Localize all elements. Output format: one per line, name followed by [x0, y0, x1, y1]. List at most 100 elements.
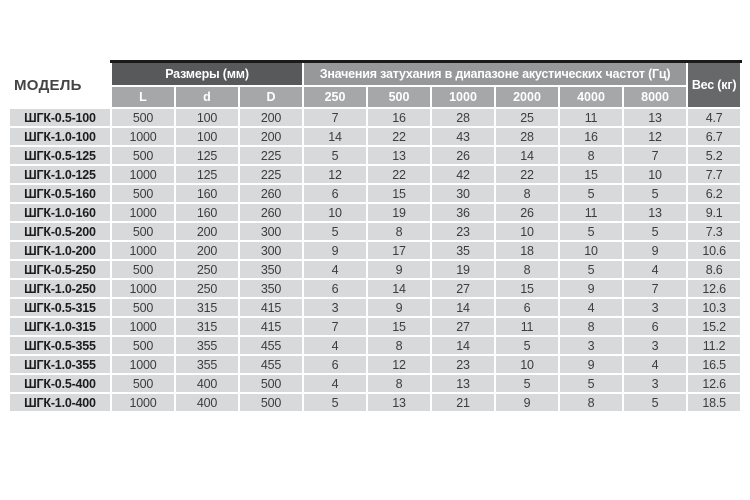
- attenuation-cell: 5: [560, 223, 622, 240]
- frequency-col-header-250: 250: [304, 87, 366, 107]
- dimension-cell: 500: [112, 299, 174, 316]
- model-cell: ШГК-1.0-250: [10, 280, 110, 297]
- attenuation-cell: 4: [304, 337, 366, 354]
- frequency-col-header-1000: 1000: [432, 87, 494, 107]
- dimension-cell: 1000: [112, 280, 174, 297]
- dimension-cell: 315: [176, 318, 238, 335]
- table-row: ШГК-0.5-200 500 200 300 5 8 23 10 5 5 7.3: [10, 223, 741, 240]
- dimension-cell: 1000: [112, 318, 174, 335]
- attenuation-cell: 3: [304, 299, 366, 316]
- attenuation-cell: 7: [304, 318, 366, 335]
- dimension-cell: 500: [112, 223, 174, 240]
- attenuation-cell: 28: [496, 128, 558, 145]
- model-cell: ШГК-1.0-200: [10, 242, 110, 259]
- attenuation-cell: 5: [560, 261, 622, 278]
- attenuation-cell: 10: [560, 242, 622, 259]
- attenuation-cell: 10: [624, 166, 687, 183]
- attenuation-cell: 8: [368, 375, 430, 392]
- dimension-cell: 1000: [112, 394, 174, 411]
- table-top-rule: [110, 60, 742, 63]
- model-cell: ШГК-1.0-100: [10, 128, 110, 145]
- table-header: МОДЕЛЬ Размеры (мм) Значения затухания в…: [10, 63, 741, 107]
- table-row: ШГК-1.0-125 1000 125 225 12 22 42 22 15 10 7.7: [10, 166, 741, 183]
- model-cell: ШГК-0.5-200: [10, 223, 110, 240]
- attenuation-cell: 5: [560, 375, 622, 392]
- dimensions-group-header: Размеры (мм): [112, 63, 302, 85]
- attenuation-cell: 6: [304, 356, 366, 373]
- model-cell: ШГК-0.5-100: [10, 109, 110, 126]
- attenuation-cell: 19: [432, 261, 494, 278]
- attenuation-cell: 8: [560, 318, 622, 335]
- table-row: ШГК-0.5-125 500 125 225 5 13 26 14 8 7 5.2: [10, 147, 741, 164]
- attenuation-cell: 5: [304, 394, 366, 411]
- weight-cell: 11.2: [688, 337, 741, 354]
- attenuation-cell: 7: [624, 280, 687, 297]
- attenuation-cell: 12: [368, 356, 430, 373]
- attenuation-cell: 7: [624, 147, 687, 164]
- attenuation-cell: 26: [496, 204, 558, 221]
- attenuation-cell: 16: [560, 128, 622, 145]
- header-group-row: МОДЕЛЬ Размеры (мм) Значения затухания в…: [10, 63, 741, 107]
- attenuation-cell: 11: [560, 204, 622, 221]
- dimension-cell: 300: [240, 242, 302, 259]
- table-row: ШГК-1.0-355 1000 355 455 6 12 23 10 9 4 16.5: [10, 356, 741, 373]
- weight-cell: 7.3: [688, 223, 741, 240]
- attenuation-cell: 6: [496, 299, 558, 316]
- attenuation-cell: 9: [304, 242, 366, 259]
- dimension-cell: 355: [176, 356, 238, 373]
- table-row: ШГК-0.5-400 500 400 500 4 8 13 5 5 3 12.6: [10, 375, 741, 392]
- dimension-cell: 125: [176, 166, 238, 183]
- dimension-cell: 400: [176, 375, 238, 392]
- table-row: ШГК-0.5-355 500 355 455 4 8 14 5 3 3 11.2: [10, 337, 741, 354]
- table-body: ШГК-0.5-100 500 100 200 7 16 28 25 11 13 4.7 ШГК-1.…: [10, 109, 741, 411]
- attenuation-cell: 25: [496, 109, 558, 126]
- dimension-cell: 415: [240, 318, 302, 335]
- attenuation-cell: 4: [304, 375, 366, 392]
- attenuation-cell: 14: [432, 299, 494, 316]
- model-cell: ШГК-1.0-400: [10, 394, 110, 411]
- attenuation-cell: 19: [368, 204, 430, 221]
- table-row: ШГК-0.5-315 500 315 415 3 9 14 6 4 3 10.3: [10, 299, 741, 316]
- attenuation-cell: 4: [624, 356, 687, 373]
- dimension-cell: 500: [112, 109, 174, 126]
- dimension-cell: 455: [240, 356, 302, 373]
- attenuation-cell: 8: [496, 261, 558, 278]
- weight-cell: 10.6: [688, 242, 741, 259]
- spec-table: МОДЕЛЬ Размеры (мм) Значения затухания в…: [8, 61, 742, 413]
- weight-cell: 7.7: [688, 166, 741, 183]
- attenuation-cell: 6: [304, 185, 366, 202]
- dimension-cell: 350: [240, 261, 302, 278]
- attenuation-cell: 6: [304, 280, 366, 297]
- dimension-col-header-d: d: [176, 87, 238, 107]
- table-row: ШГК-0.5-100 500 100 200 7 16 28 25 11 13 4.7: [10, 109, 741, 126]
- attenuation-cell: 18: [496, 242, 558, 259]
- dimension-col-header-L: L: [112, 87, 174, 107]
- dimension-cell: 125: [176, 147, 238, 164]
- weight-cell: 8.6: [688, 261, 741, 278]
- weight-cell: 9.1: [688, 204, 741, 221]
- dimension-cell: 1000: [112, 356, 174, 373]
- attenuation-cell: 14: [304, 128, 366, 145]
- attenuation-cell: 9: [368, 299, 430, 316]
- dimension-col-header-D: D: [240, 87, 302, 107]
- dimension-cell: 455: [240, 337, 302, 354]
- model-cell: ШГК-1.0-315: [10, 318, 110, 335]
- dimension-cell: 160: [176, 185, 238, 202]
- attenuation-cell: 9: [496, 394, 558, 411]
- attenuation-cell: 8: [560, 394, 622, 411]
- attenuation-cell: 3: [624, 375, 687, 392]
- dimension-cell: 400: [176, 394, 238, 411]
- attenuation-group-header: Значения затухания в диапазоне акустичес…: [304, 63, 687, 85]
- dimension-cell: 160: [176, 204, 238, 221]
- dimension-cell: 260: [240, 185, 302, 202]
- attenuation-cell: 13: [432, 375, 494, 392]
- weight-cell: 5.2: [688, 147, 741, 164]
- table-row: ШГК-1.0-160 1000 160 260 10 19 36 26 11 13 9.1: [10, 204, 741, 221]
- model-cell: ШГК-1.0-355: [10, 356, 110, 373]
- attenuation-cell: 4: [624, 261, 687, 278]
- attenuation-cell: 10: [496, 356, 558, 373]
- dimension-cell: 500: [112, 375, 174, 392]
- attenuation-cell: 23: [432, 223, 494, 240]
- weight-cell: 12.6: [688, 280, 741, 297]
- weight-cell: 15.2: [688, 318, 741, 335]
